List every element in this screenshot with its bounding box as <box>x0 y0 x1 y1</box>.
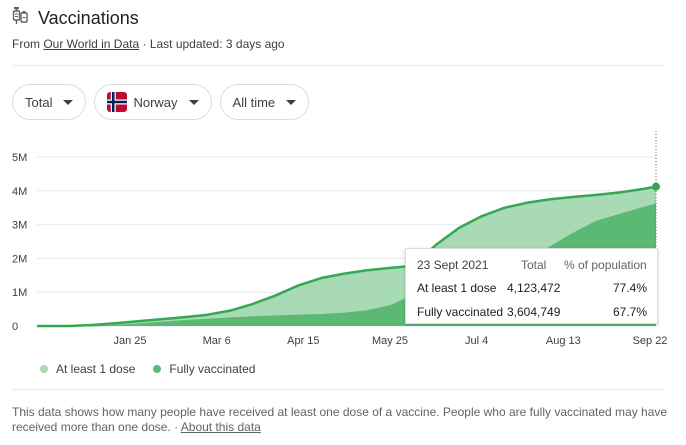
series-line-full <box>37 203 657 327</box>
x-tick-label: Mar 6 <box>203 335 231 347</box>
legend-label: Fully vaccinated <box>169 362 256 376</box>
source-link[interactable]: Our World in Data <box>43 37 140 51</box>
caret-down-icon <box>286 99 297 105</box>
y-tick-label: 5M <box>12 152 27 164</box>
y-tick-label: 0 <box>12 321 18 333</box>
x-tick-label: Sep 22 <box>633 335 668 347</box>
country-label: Norway <box>133 94 178 110</box>
metric-dropdown[interactable]: Total <box>12 84 87 120</box>
metric-label: Total <box>25 94 53 110</box>
y-tick-label: 2M <box>12 253 27 265</box>
tooltip-date: 23 Sept 2021 <box>417 258 489 272</box>
last-updated: · Last updated: 3 days ago <box>139 37 285 51</box>
tooltip-col-pct: % of population <box>564 258 647 272</box>
tooltip-row-total: 3,604,749 <box>507 305 561 319</box>
y-tick-label: 1M <box>12 287 27 299</box>
tooltip-row-label: At least 1 dose <box>417 281 497 295</box>
tooltip-row: Fully vaccinated 3,604,749 67.7% <box>406 305 659 321</box>
time-range-label: All time <box>232 94 276 110</box>
tooltip-row-total: 4,123,472 <box>507 281 561 295</box>
hover-point <box>652 182 660 191</box>
tooltip-row: At least 1 dose 4,123,472 77.4% <box>406 281 659 297</box>
card-header: Vaccinations From Our World in Data · La… <box>12 6 672 51</box>
chart-tooltip: 23 Sept 2021 Total % of population At le… <box>405 248 658 324</box>
source-line: From Our World in Data · Last updated: 3… <box>12 37 672 51</box>
top-divider <box>12 65 664 66</box>
x-tick-label: Jul 4 <box>465 335 488 347</box>
tooltip-col-total: Total <box>521 258 547 272</box>
x-tick-label: Jan 25 <box>113 335 146 347</box>
footer-divider <box>12 389 664 390</box>
y-tick-label: 3M <box>12 220 27 232</box>
syringe-icon <box>12 6 38 30</box>
source-prefix: From <box>12 37 44 51</box>
legend-item-full[interactable]: Fully vaccinated <box>153 362 255 376</box>
legend-swatch <box>40 365 48 373</box>
norway-flag-icon <box>107 92 128 112</box>
caret-down-icon <box>63 99 74 105</box>
legend-swatch <box>153 365 162 373</box>
time-range-dropdown[interactable]: All time <box>219 84 310 120</box>
tooltip-header: 23 Sept 2021 Total % of population <box>406 258 659 274</box>
footer-text: This data shows how many people have rec… <box>12 405 668 434</box>
legend-label: At least 1 dose <box>56 362 136 376</box>
filter-chips: Total Norway All time <box>12 84 310 120</box>
page-title: Vaccinations <box>38 7 139 28</box>
country-dropdown[interactable]: Norway <box>94 84 212 120</box>
about-data-link[interactable]: About this data <box>180 420 261 434</box>
x-tick-label: May 25 <box>372 335 408 347</box>
footer-note: This data shows how many people have rec… <box>12 405 674 435</box>
caret-down-icon <box>188 99 199 105</box>
series-line-dose1 <box>37 185 657 328</box>
y-tick-label: 4M <box>12 186 27 198</box>
chart-legend: At least 1 dose Fully vaccinated <box>40 362 273 376</box>
tooltip-row-label: Fully vaccinated <box>417 305 504 319</box>
tooltip-row-pct: 67.7% <box>612 305 647 319</box>
tooltip-row-pct: 77.4% <box>612 281 647 295</box>
x-tick-label: Apr 15 <box>287 335 319 347</box>
x-tick-label: Aug 13 <box>546 335 581 347</box>
legend-item-dose1[interactable]: At least 1 dose <box>40 362 135 376</box>
